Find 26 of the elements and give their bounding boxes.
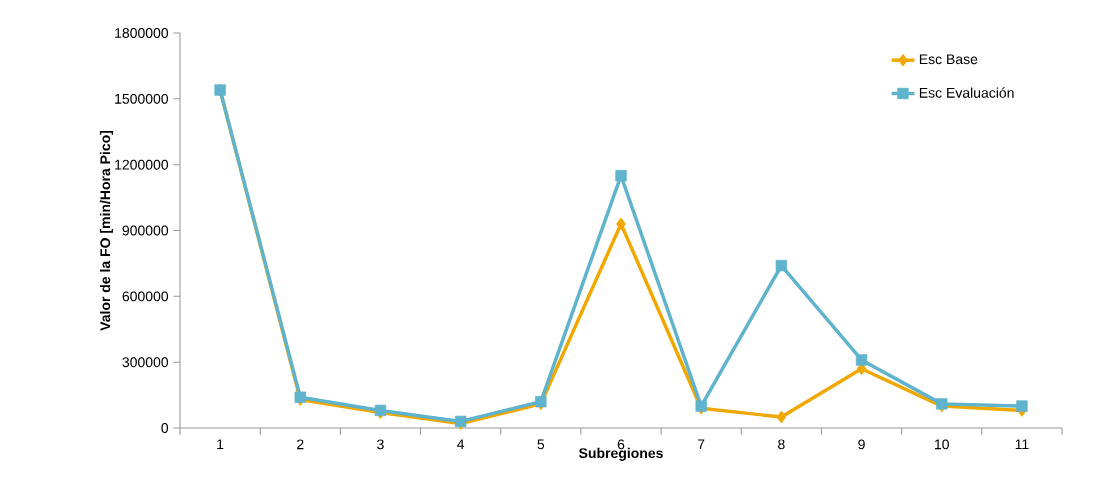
point [775,259,788,272]
x-tick-label: 11 [1015,439,1029,450]
x-tick-label: 3 [377,439,384,450]
x-tick-label: 5 [537,439,545,450]
y-axis-title: Valor de la FO [min/Hora Pico] [99,130,113,331]
legend-label: Esc Base [919,54,978,65]
point [776,410,787,424]
y-tick-label: 0 [161,423,169,433]
x-tick-label: 1 [217,439,224,450]
x-tick-label: 8 [778,439,785,450]
x-tick-label: 2 [297,439,304,450]
y-tick-label: 300000 [122,357,169,368]
x-tick-label: 4 [457,439,465,450]
y-tick-label: 1800000 [115,28,169,38]
x-tick-label: 7 [698,439,705,450]
legend-label: Esc Evaluación [919,87,1014,98]
point [615,169,627,182]
x-tick-label: 9 [858,439,865,450]
point [855,354,868,366]
point [616,217,626,231]
y-tick-label: 600000 [122,291,169,302]
x-tick-label: 10 [935,439,949,450]
y-tick-label: 1200000 [115,159,169,170]
point [1016,400,1028,412]
y-tick-label: 900000 [122,225,169,236]
y-tick-label: 1500000 [115,93,169,104]
